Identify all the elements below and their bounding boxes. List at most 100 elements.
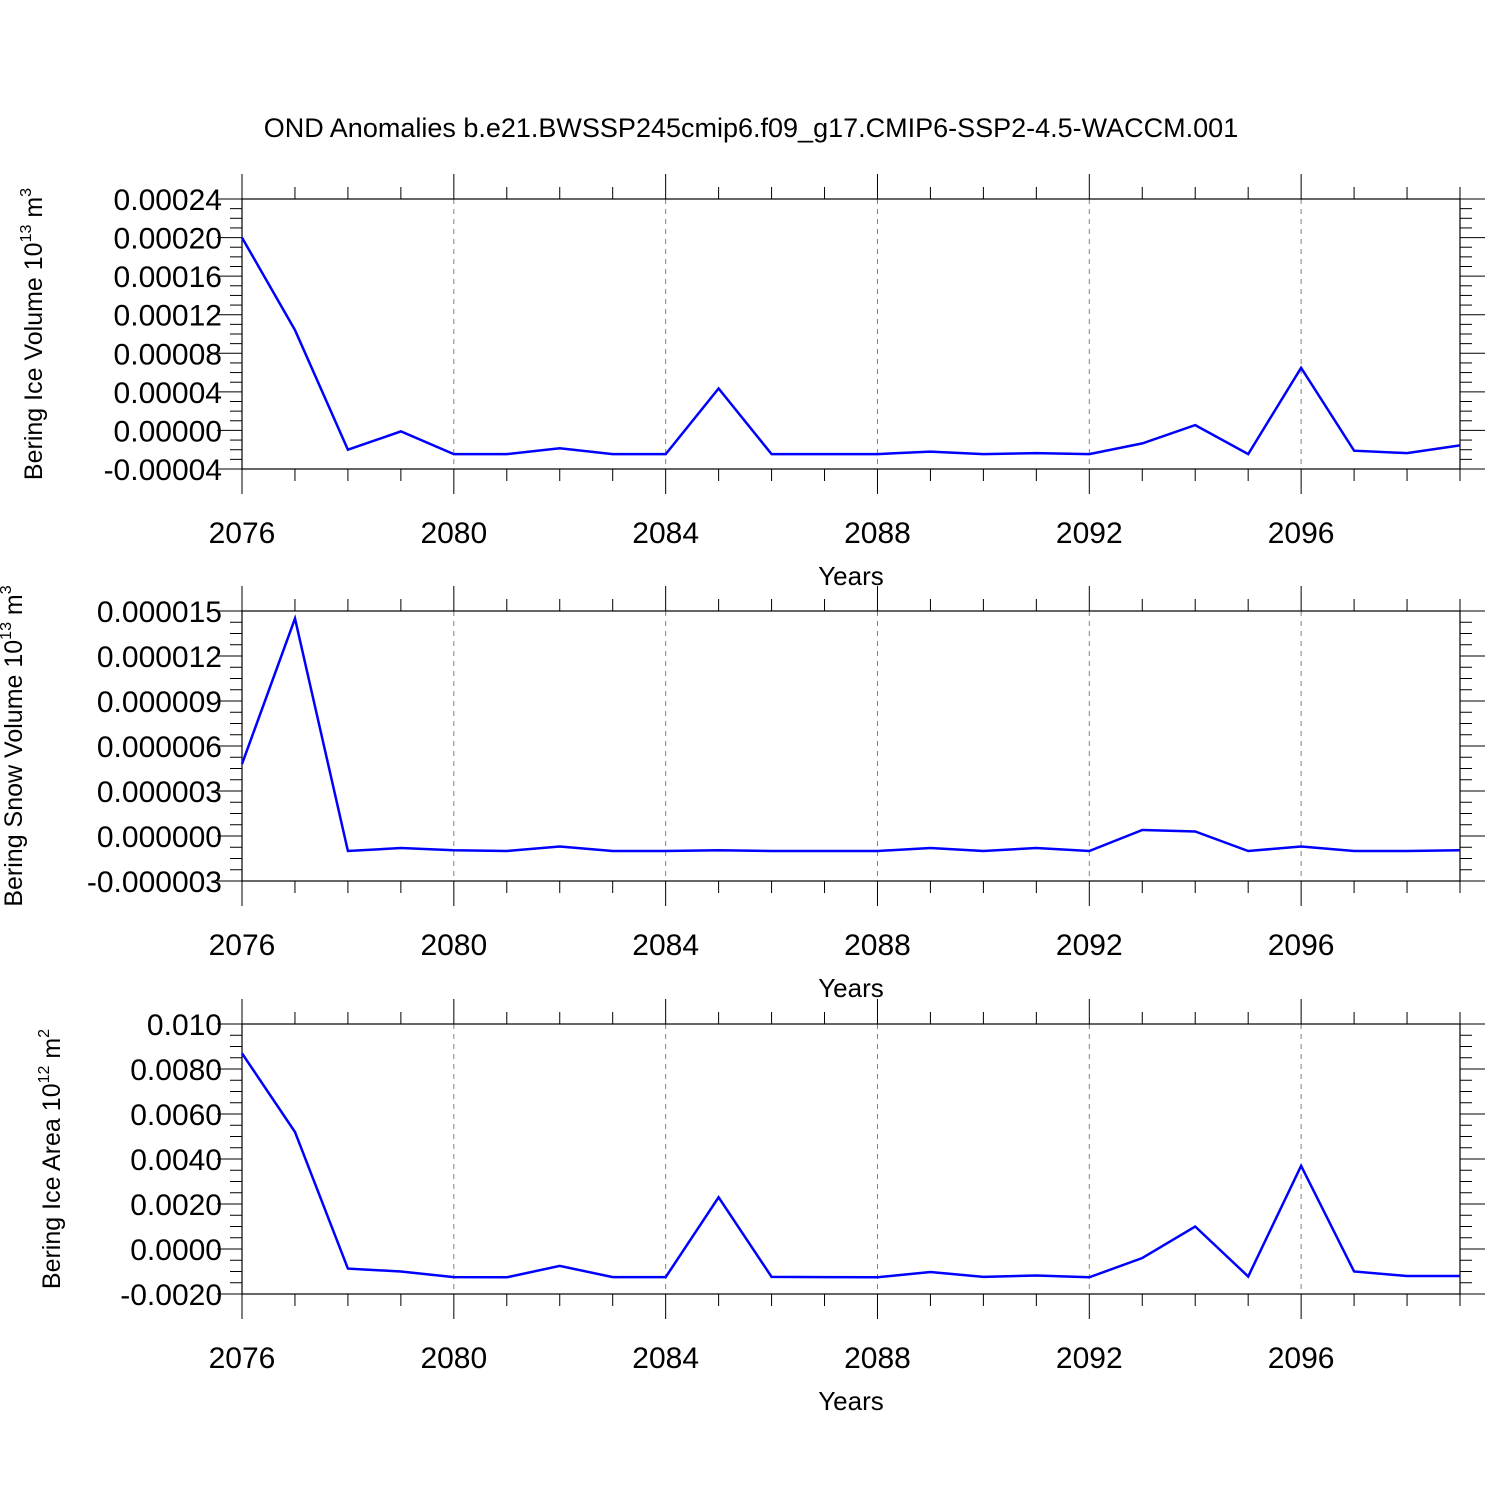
y-axis-title: Bering Snow Volume 1013 m3 [0, 585, 28, 906]
series-line [240, 614, 1461, 853]
data-point-2081 [505, 850, 508, 853]
data-point-2088 [876, 453, 879, 456]
data-point-2086 [770, 453, 773, 456]
x-tick-label: 2096 [1268, 517, 1335, 550]
data-point-2096 [1300, 366, 1303, 369]
data-point-2096 [1300, 845, 1303, 848]
data-point-2099 [1459, 849, 1462, 852]
y-tick-label: 0.00004 [114, 377, 222, 410]
panel-3: 2076 2080 2084 2088 2092 2096 Years -0.0020 0.00… [36, 999, 1485, 1416]
data-point-2080 [452, 849, 455, 852]
x-axis-title: Years [818, 1386, 884, 1416]
y-tick-label: 0.000015 [97, 596, 222, 629]
y-axis-title-text: Bering Ice Volume 10 [20, 242, 48, 480]
y-axis-title-unit-exponent: 3 [18, 188, 35, 197]
y-axis-title-exponent: 12 [36, 1065, 53, 1083]
x-tick-label: 2092 [1056, 517, 1123, 550]
data-point-2090 [982, 1275, 985, 1278]
x-tick-label: 2088 [844, 1342, 911, 1375]
x-axis-title: Years [818, 561, 884, 591]
y-tick-label: 0.00020 [114, 223, 222, 256]
x-tick-label: 2080 [420, 929, 487, 962]
y-axis-title-unit-exponent: 3 [0, 585, 15, 594]
data-point-2078 [346, 448, 349, 451]
series-line [240, 236, 1461, 456]
data-point-2079 [399, 430, 402, 433]
y-axis-title-text: Bering Snow Volume 10 [0, 640, 28, 907]
data-point-2094 [1194, 424, 1197, 427]
data-point-2084 [664, 453, 667, 456]
x-tick-label: 2076 [209, 517, 276, 550]
data-point-2094 [1194, 830, 1197, 833]
y-tick-label: 0.000009 [97, 686, 222, 719]
data-point-2090 [982, 850, 985, 853]
x-tick-label: 2096 [1268, 1342, 1335, 1375]
data-point-2079 [399, 1270, 402, 1273]
data-point-2095 [1247, 453, 1250, 456]
x-tick-label: 2076 [209, 929, 276, 962]
data-point-2094 [1194, 1225, 1197, 1228]
y-axis-title: Bering Ice Volume 1013 m3 [18, 188, 48, 480]
data-point-2097 [1353, 449, 1356, 452]
data-point-2095 [1247, 850, 1250, 853]
data-point-2093 [1141, 829, 1144, 832]
data-point-2099 [1459, 1275, 1462, 1278]
data-point-2085 [717, 849, 720, 852]
y-tick-label: 0.000003 [97, 776, 222, 809]
y-tick-label: -0.0020 [120, 1279, 222, 1312]
y-axis-title: Bering Ice Area 1012 m2 [36, 1029, 66, 1289]
y-tick-label: 0.00008 [114, 338, 222, 371]
y-tick-label: 0.0040 [130, 1144, 222, 1177]
data-point-2082 [558, 1264, 561, 1267]
y-tick-label: -0.000003 [87, 866, 222, 899]
data-point-2098 [1406, 452, 1409, 455]
data-point-2086 [770, 1275, 773, 1278]
y-tick-label: 0.000000 [97, 821, 222, 854]
data-point-2080 [452, 1276, 455, 1279]
data-point-2089 [929, 1270, 932, 1273]
panels: 2076 2080 2084 2088 2092 2096 Years -0.00004 0.0… [0, 174, 1485, 1416]
y-axis-title-exponent: 13 [0, 622, 15, 640]
data-point-2076 [241, 763, 244, 766]
y-tick-label: 0.0080 [130, 1054, 222, 1087]
data-point-2093 [1141, 1257, 1144, 1260]
data-point-2076 [241, 1052, 244, 1055]
y-tick-label: 0.0020 [130, 1189, 222, 1222]
panel-1: 2076 2080 2084 2088 2092 2096 Years -0.00004 0.0… [18, 174, 1485, 591]
data-point-2082 [558, 447, 561, 450]
data-point-2088 [876, 1276, 879, 1279]
data-point-2081 [505, 453, 508, 456]
x-tick-label: 2084 [632, 1342, 699, 1375]
series-line [240, 1052, 1460, 1279]
data-point-2097 [1353, 850, 1356, 853]
data-point-2098 [1406, 850, 1409, 853]
y-axis-title-unit: m [20, 197, 48, 225]
data-point-2091 [1035, 1274, 1038, 1277]
data-point-2078 [346, 850, 349, 853]
data-point-2087 [823, 850, 826, 853]
data-point-2087 [823, 1276, 826, 1279]
y-tick-label: 0.00000 [114, 415, 222, 448]
y-axis-title-unit: m [38, 1038, 66, 1066]
x-tick-label: 2092 [1056, 1342, 1123, 1375]
x-tick-label: 2084 [632, 517, 699, 550]
y-tick-label: 0.00016 [114, 261, 222, 294]
x-axis-title: Years [818, 973, 884, 1003]
data-point-2096 [1300, 1164, 1303, 1167]
data-point-2092 [1088, 850, 1091, 853]
x-tick-label: 2080 [420, 517, 487, 550]
y-tick-label: -0.00004 [104, 454, 222, 487]
data-point-2082 [558, 845, 561, 848]
y-axis-title-unit: m [0, 594, 28, 622]
data-point-2095 [1247, 1275, 1250, 1278]
x-tick-label: 2088 [844, 929, 911, 962]
x-tick-label: 2076 [209, 1342, 276, 1375]
y-tick-label: 0.000012 [97, 641, 222, 674]
data-point-2083 [611, 850, 614, 853]
data-point-2080 [452, 453, 455, 456]
y-tick-label: 0.00012 [114, 300, 222, 333]
data-point-2084 [664, 850, 667, 853]
data-point-2089 [929, 847, 932, 850]
data-point-2083 [611, 1276, 614, 1279]
